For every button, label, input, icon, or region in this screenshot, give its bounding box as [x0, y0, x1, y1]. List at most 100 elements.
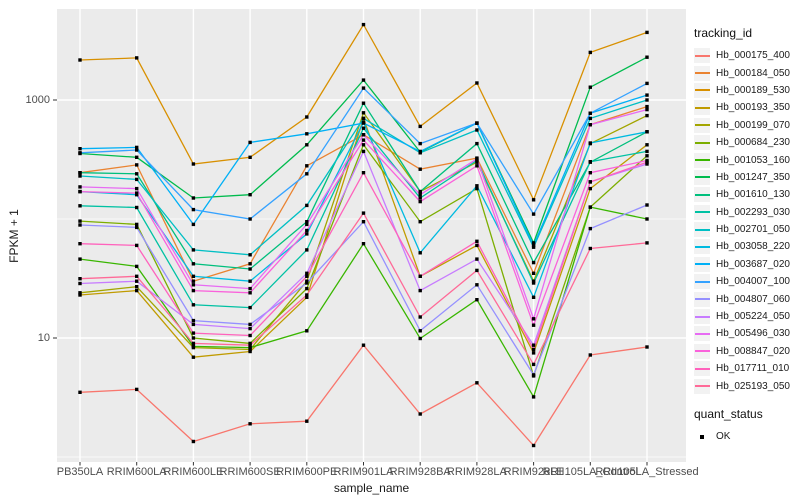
legend-item: Hb_000175_400: [694, 47, 800, 64]
data-point: [645, 130, 649, 134]
data-point: [475, 243, 479, 248]
legend-item: Hb_004807_060: [694, 290, 800, 307]
legend-item-label: Hb_000684_230: [716, 137, 790, 149]
data-point: [475, 184, 479, 188]
data-point: [531, 395, 536, 399]
data-point: [531, 343, 536, 347]
data-point: [475, 81, 479, 85]
legend-item: Hb_001053_160: [694, 151, 800, 168]
legend-item: Hb_001247_350: [694, 169, 800, 186]
legend-item-label: Hb_017711_010: [716, 363, 790, 375]
data-point: [418, 220, 422, 224]
data-point: [191, 162, 196, 166]
data-point: [418, 412, 422, 416]
data-point: [361, 211, 366, 215]
data-point: [475, 128, 479, 132]
data-point: [135, 163, 139, 167]
data-point: [305, 274, 309, 278]
data-point: [135, 148, 139, 152]
legend-key-line-icon: [694, 187, 710, 203]
legend-key-line-icon: [694, 291, 710, 307]
data-point: [588, 205, 592, 209]
data-point: [135, 172, 139, 176]
legend-title-quant-status: quant_status: [694, 406, 763, 421]
data-point: [645, 30, 649, 35]
data-point: [361, 126, 366, 130]
data-point: [645, 154, 649, 158]
data-point: [588, 85, 592, 89]
data-point: [645, 113, 649, 118]
data-point: [135, 222, 139, 227]
data-point: [78, 151, 82, 155]
data-point: [418, 124, 422, 129]
data-point: [531, 260, 536, 265]
data-point: [588, 353, 592, 357]
data-point: [475, 283, 479, 287]
data-point: [645, 55, 649, 59]
data-point: [135, 274, 139, 278]
data-point: [305, 222, 309, 227]
data-point: [305, 203, 309, 208]
data-point: [78, 185, 82, 189]
legend-key-line-icon: [694, 274, 710, 290]
data-point: [78, 223, 82, 227]
data-point: [531, 443, 536, 448]
legend-key-line-icon: [694, 222, 710, 238]
data-point: [248, 253, 252, 257]
data-point: [248, 322, 252, 327]
data-point: [588, 123, 592, 127]
data-point: [135, 155, 139, 159]
legend-item: Hb_000184_050: [694, 64, 800, 81]
x-tick-label: RRIM600PE: [276, 466, 338, 478]
x-tick-label: RRII105LA_Control: [542, 466, 638, 478]
data-point: [248, 267, 252, 271]
data-point: [645, 104, 649, 109]
data-point: [305, 295, 309, 299]
data-point: [248, 262, 252, 266]
data-point: [588, 50, 592, 55]
data-point: [191, 344, 196, 349]
legend-item: Hb_025193_050: [694, 377, 800, 394]
x-tick-label: RRIM901LA: [333, 466, 394, 478]
y-axis-title: FPKM + 1: [7, 209, 21, 263]
data-point: [418, 196, 422, 200]
data-point: [191, 336, 196, 340]
data-point: [418, 141, 422, 146]
legend-item-label: Hb_000199_070: [716, 119, 790, 131]
data-point: [305, 279, 309, 283]
data-point: [361, 86, 366, 90]
legend-key-line-icon: [694, 326, 710, 342]
plot-panel: [57, 9, 686, 462]
data-point: [475, 268, 479, 273]
legend-item: Hb_003687_020: [694, 256, 800, 273]
data-point: [645, 143, 649, 147]
data-point: [418, 274, 422, 278]
data-point: [78, 291, 82, 295]
y-tick-label: 10: [37, 331, 50, 344]
data-point: [531, 347, 536, 352]
legend: tracking_id Hb_000175_400 Hb_000184_050 Hb…: [694, 26, 800, 445]
data-point: [248, 349, 252, 354]
data-point: [248, 286, 252, 291]
legend-key-line-icon: [694, 378, 710, 394]
data-point: [305, 220, 309, 224]
data-point: [305, 228, 309, 233]
data-point: [588, 246, 592, 251]
data-point: [248, 333, 252, 338]
data-point: [135, 56, 139, 60]
legend-item: Hb_005224_050: [694, 308, 800, 325]
data-point: [475, 141, 479, 146]
data-point: [645, 98, 649, 102]
data-point: [305, 132, 309, 136]
data-point: [248, 343, 252, 347]
data-point: [248, 193, 252, 197]
data-point: [191, 439, 196, 444]
data-point: [191, 288, 196, 293]
data-point: [248, 347, 252, 352]
data-point: [135, 264, 139, 269]
data-point: [531, 362, 536, 367]
data-point: [361, 133, 366, 137]
legend-key-line-icon: [694, 48, 710, 64]
y-tick-label: 1000: [25, 93, 50, 106]
data-point: [475, 257, 479, 261]
